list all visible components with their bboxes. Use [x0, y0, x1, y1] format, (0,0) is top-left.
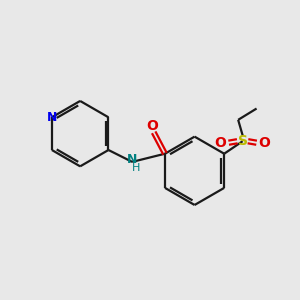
Text: N: N — [126, 153, 137, 166]
Text: H: H — [131, 163, 140, 173]
Text: O: O — [215, 136, 226, 150]
Text: N: N — [47, 111, 57, 124]
Text: S: S — [238, 134, 248, 148]
Text: O: O — [146, 119, 158, 133]
Text: O: O — [259, 136, 271, 150]
